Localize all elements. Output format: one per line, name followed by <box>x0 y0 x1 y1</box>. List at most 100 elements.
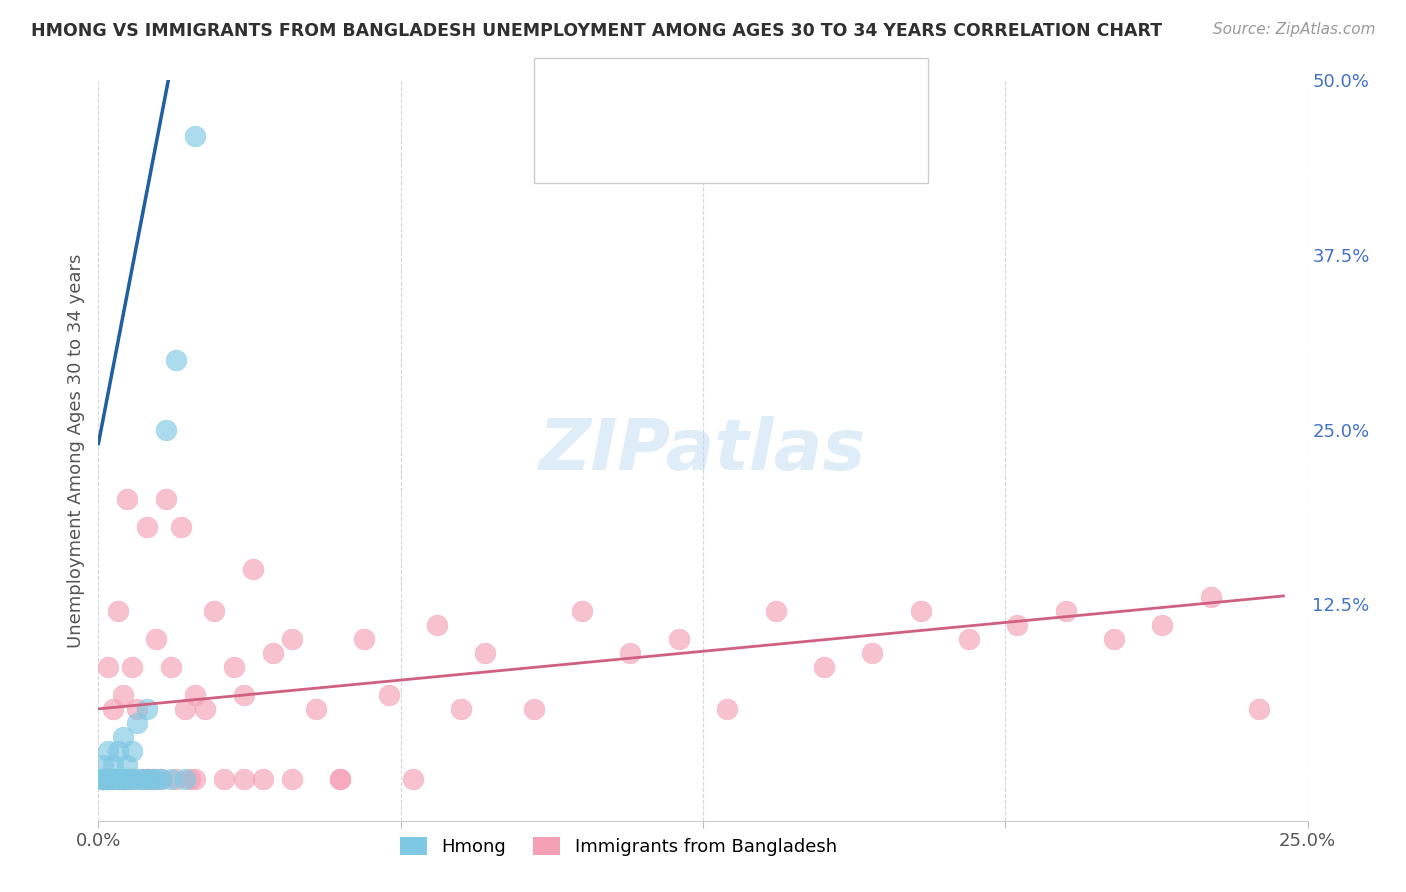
Point <box>474 646 496 660</box>
Point <box>174 702 197 716</box>
Point <box>135 772 157 786</box>
Point <box>1249 702 1271 716</box>
FancyBboxPatch shape <box>557 128 600 165</box>
Point <box>117 772 139 786</box>
Point <box>571 604 593 618</box>
Point <box>107 604 129 618</box>
Text: ZIPatlas: ZIPatlas <box>540 416 866 485</box>
Point <box>97 772 120 786</box>
Point <box>101 772 124 786</box>
Point <box>165 772 187 786</box>
Point <box>127 715 149 730</box>
Point <box>121 660 143 674</box>
Point <box>242 562 264 576</box>
Point <box>813 660 835 674</box>
Point <box>91 772 114 786</box>
Point <box>765 604 787 618</box>
Point <box>426 618 449 632</box>
Y-axis label: Unemployment Among Ages 30 to 34 years: Unemployment Among Ages 30 to 34 years <box>66 253 84 648</box>
Point <box>281 772 304 786</box>
Point <box>117 772 139 786</box>
Point <box>97 660 120 674</box>
Point <box>222 660 245 674</box>
Point <box>329 772 352 786</box>
Point <box>716 702 738 716</box>
Point <box>169 520 191 534</box>
Point <box>353 632 375 646</box>
Point <box>619 646 641 660</box>
Point <box>184 688 207 702</box>
Point <box>121 772 143 786</box>
Point <box>160 660 183 674</box>
Text: Source: ZipAtlas.com: Source: ZipAtlas.com <box>1212 22 1375 37</box>
Point <box>97 772 120 786</box>
Legend: Hmong, Immigrants from Bangladesh: Hmong, Immigrants from Bangladesh <box>392 830 844 863</box>
Point <box>160 772 183 786</box>
Point <box>860 646 883 660</box>
Point <box>91 772 114 786</box>
Point <box>131 772 153 786</box>
Point <box>668 632 690 646</box>
Point <box>131 772 153 786</box>
Point <box>107 772 129 786</box>
Point <box>281 632 304 646</box>
Point <box>121 744 143 758</box>
Point <box>1007 618 1029 632</box>
Point <box>402 772 425 786</box>
Point <box>111 772 134 786</box>
Point <box>184 772 207 786</box>
Point <box>155 492 177 507</box>
Point <box>1152 618 1174 632</box>
Point <box>111 772 134 786</box>
Point <box>111 772 134 786</box>
FancyBboxPatch shape <box>557 78 600 115</box>
Point <box>97 772 120 786</box>
Point <box>910 604 932 618</box>
Point <box>184 129 207 144</box>
Point <box>111 730 134 744</box>
Point <box>150 772 173 786</box>
Point <box>111 688 134 702</box>
Text: R = 0.546   N = 36: R = 0.546 N = 36 <box>617 87 796 106</box>
Point <box>155 423 177 437</box>
Point <box>252 772 274 786</box>
Point <box>1054 604 1077 618</box>
Point <box>97 744 120 758</box>
Point <box>107 744 129 758</box>
Point <box>450 702 472 716</box>
Point <box>165 352 187 367</box>
Point <box>377 688 399 702</box>
Point <box>179 772 201 786</box>
Point <box>127 772 149 786</box>
Point <box>194 702 217 716</box>
Point <box>232 688 254 702</box>
Point <box>91 772 114 786</box>
Point <box>91 772 114 786</box>
Point <box>91 757 114 772</box>
Point <box>141 772 163 786</box>
Point <box>141 772 163 786</box>
Point <box>174 772 197 786</box>
Point <box>107 772 129 786</box>
Point <box>1199 590 1222 604</box>
Point <box>135 772 157 786</box>
Point <box>97 772 120 786</box>
Point <box>117 757 139 772</box>
Point <box>135 702 157 716</box>
Point <box>135 520 157 534</box>
Point <box>101 757 124 772</box>
Point <box>212 772 235 786</box>
Point <box>101 702 124 716</box>
Point <box>145 772 167 786</box>
Point <box>204 604 226 618</box>
Point <box>91 772 114 786</box>
Point <box>145 632 167 646</box>
Point <box>957 632 980 646</box>
Point <box>121 772 143 786</box>
Point <box>262 646 284 660</box>
Point <box>97 772 120 786</box>
Point <box>232 772 254 786</box>
Point <box>150 772 173 786</box>
Point <box>101 772 124 786</box>
Point <box>523 702 546 716</box>
